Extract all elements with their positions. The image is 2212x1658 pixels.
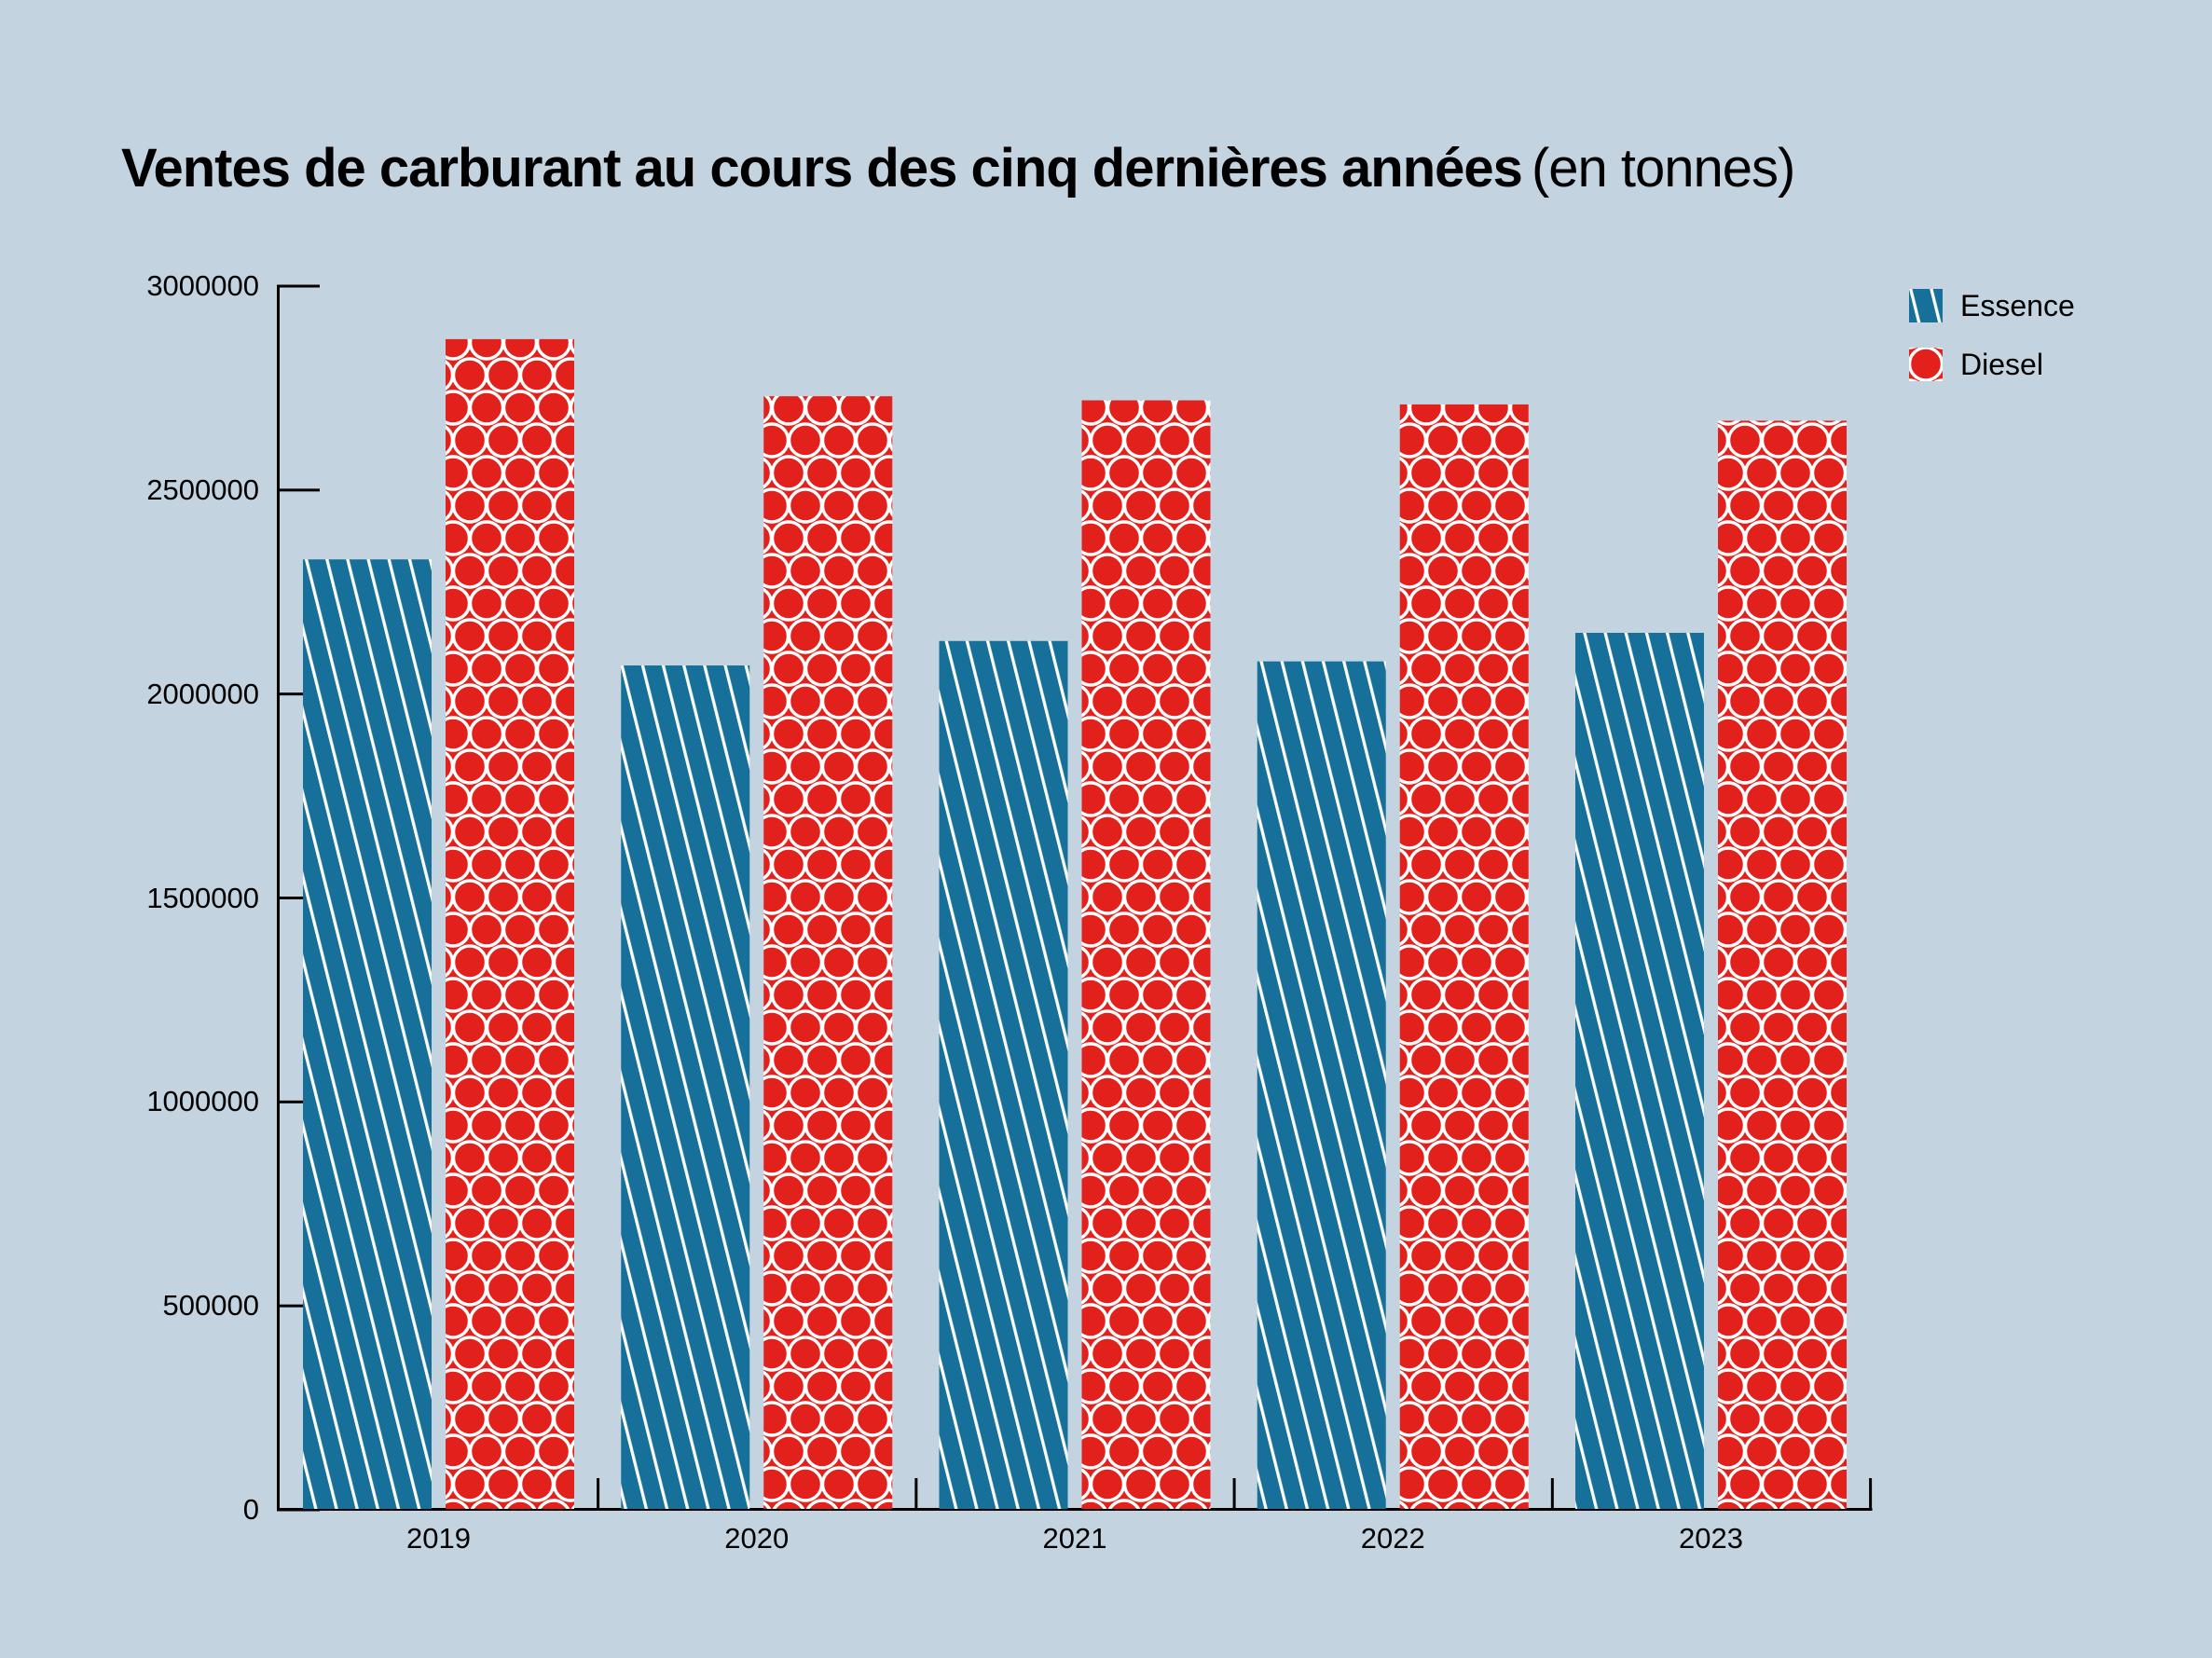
bar-essence-2021 bbox=[939, 640, 1068, 1509]
x-group-tick-2021 bbox=[1232, 1478, 1236, 1508]
bar-essence-2020 bbox=[621, 665, 750, 1509]
bar-essence-2023 bbox=[1575, 633, 1704, 1509]
chart-title-main: Ventes de carburant au cours des cinq de… bbox=[121, 138, 1523, 199]
bar-diesel-2022 bbox=[1399, 404, 1529, 1509]
chart-title-unit: (en tonnes) bbox=[1531, 138, 1795, 199]
chart-title: Ventes de carburant au cours des cinq de… bbox=[121, 136, 1795, 201]
essence-stripes-swatch-icon bbox=[1909, 289, 1943, 322]
diesel-circles-swatch-icon bbox=[1909, 348, 1943, 381]
y-tick-1000000 bbox=[277, 1100, 320, 1103]
x-axis-line bbox=[277, 1508, 1873, 1511]
legend-item-diesel: Diesel bbox=[1909, 348, 2075, 381]
bar-diesel-2020 bbox=[763, 396, 893, 1509]
legend-label-diesel: Diesel bbox=[1960, 348, 2043, 381]
bar-diesel-2019 bbox=[446, 338, 574, 1509]
bar-diesel-2023 bbox=[1718, 420, 1847, 1510]
y-tick-0 bbox=[277, 1508, 320, 1512]
x-group-tick-2023 bbox=[1869, 1478, 1873, 1508]
y-tick-3000000 bbox=[277, 284, 320, 288]
y-tick-2000000 bbox=[277, 692, 320, 696]
legend-item-essence: Essence bbox=[1909, 289, 2075, 322]
y-tick-1500000 bbox=[277, 897, 320, 899]
y-tick-2500000 bbox=[277, 488, 320, 492]
legend-label-essence: Essence bbox=[1960, 289, 2075, 322]
bar-essence-2022 bbox=[1257, 661, 1386, 1509]
legend: Essence Diesel bbox=[1909, 289, 2075, 381]
x-group-tick-2020 bbox=[914, 1478, 918, 1508]
x-group-tick-2019 bbox=[597, 1478, 600, 1508]
bar-diesel-2021 bbox=[1081, 400, 1211, 1510]
y-tick-500000 bbox=[277, 1304, 320, 1308]
x-group-tick-2022 bbox=[1550, 1478, 1554, 1508]
bar-essence-2019 bbox=[303, 559, 432, 1509]
